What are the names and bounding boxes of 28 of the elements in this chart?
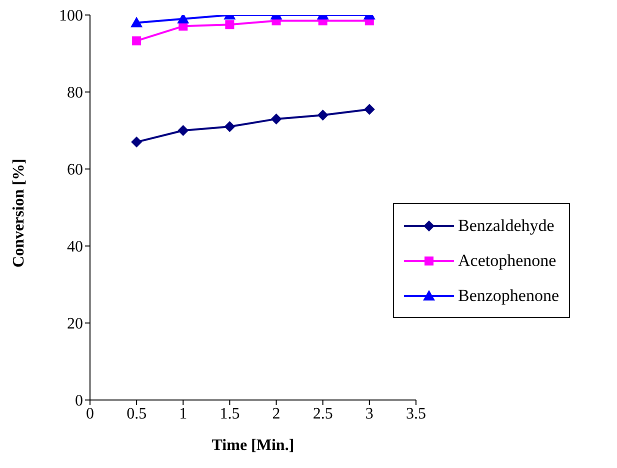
point bbox=[178, 125, 189, 136]
y-tick-label: 60 bbox=[67, 162, 83, 179]
x-tick-label: 1.5 bbox=[220, 405, 240, 422]
x-tick-label: 3.5 bbox=[406, 405, 426, 422]
legend-label: Acetophenone bbox=[458, 250, 556, 270]
legend-label: Benzophenone bbox=[458, 286, 560, 306]
y-tick-label: 100 bbox=[59, 8, 83, 25]
y-tick-label: 80 bbox=[67, 84, 83, 102]
x-tick-label: 0.5 bbox=[126, 405, 147, 422]
y-tick-label: 0 bbox=[75, 392, 83, 410]
point bbox=[131, 136, 142, 148]
x-axis-title: Time [Min.] bbox=[212, 437, 294, 454]
x-tick-label: 1 bbox=[179, 405, 188, 422]
point bbox=[317, 110, 328, 121]
legend-label: Benzaldehyde bbox=[458, 216, 554, 236]
y-tick-label: 40 bbox=[67, 238, 83, 256]
point bbox=[130, 16, 143, 28]
x-tick-label: 2 bbox=[272, 405, 280, 422]
x-tick-label: 3 bbox=[365, 405, 374, 422]
point bbox=[225, 20, 234, 30]
y-axis-title: Conversion [%] bbox=[10, 158, 28, 268]
point bbox=[270, 113, 282, 124]
point bbox=[224, 121, 236, 132]
point bbox=[364, 104, 375, 115]
point bbox=[132, 36, 142, 46]
x-tick-label: 2.5 bbox=[312, 405, 333, 422]
x-tick-label: 0 bbox=[86, 405, 94, 422]
y-tick-label: 20 bbox=[67, 316, 83, 333]
